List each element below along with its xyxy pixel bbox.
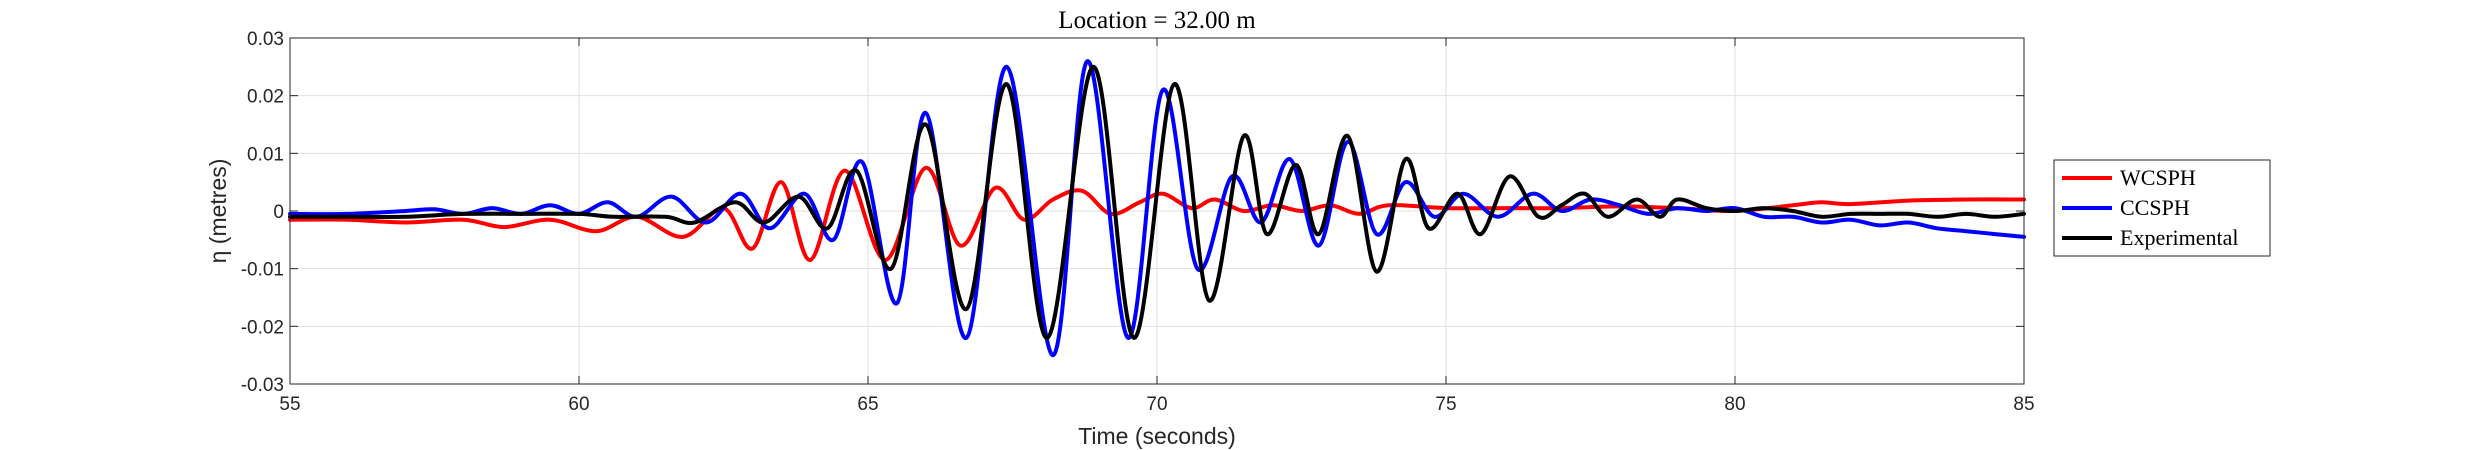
y-tick-label: -0.01 bbox=[241, 260, 284, 281]
legend: WCSPH CCSPH Experimental bbox=[2053, 159, 2271, 257]
x-tick-label: 85 bbox=[2013, 394, 2034, 415]
x-tick-label: 60 bbox=[568, 394, 589, 415]
x-tick-label: 75 bbox=[1435, 394, 1456, 415]
x-tick-label: 55 bbox=[279, 394, 300, 415]
ticks: 55 60 65 70 75 80 85 -0.03 -0.02 -0.01 0 0.01 0.02 0.… bbox=[241, 29, 2035, 415]
series-group bbox=[288, 59, 2026, 358]
y-tick-label: 0.02 bbox=[247, 87, 284, 108]
legend-label: WCSPH bbox=[2120, 165, 2196, 190]
series-line-experimental bbox=[288, 64, 2026, 340]
y-tick-label: 0.01 bbox=[247, 144, 284, 165]
legend-label: CCSPH bbox=[2120, 195, 2190, 220]
y-axis-label: η (metres) bbox=[205, 159, 231, 264]
chart-title: Location = 32.00 m bbox=[1058, 7, 1256, 34]
y-tick-label: -0.03 bbox=[241, 375, 284, 396]
x-axis-label: Time (seconds) bbox=[1078, 423, 1236, 449]
x-tick-label: 65 bbox=[857, 394, 878, 415]
x-tick-label: 70 bbox=[1146, 394, 1167, 415]
y-tick-label: -0.02 bbox=[241, 317, 284, 338]
y-tick-label: 0 bbox=[273, 202, 284, 223]
legend-label: Experimental bbox=[2120, 225, 2239, 250]
y-tick-label: 0.03 bbox=[247, 29, 284, 50]
x-tick-label: 80 bbox=[1724, 394, 1745, 415]
